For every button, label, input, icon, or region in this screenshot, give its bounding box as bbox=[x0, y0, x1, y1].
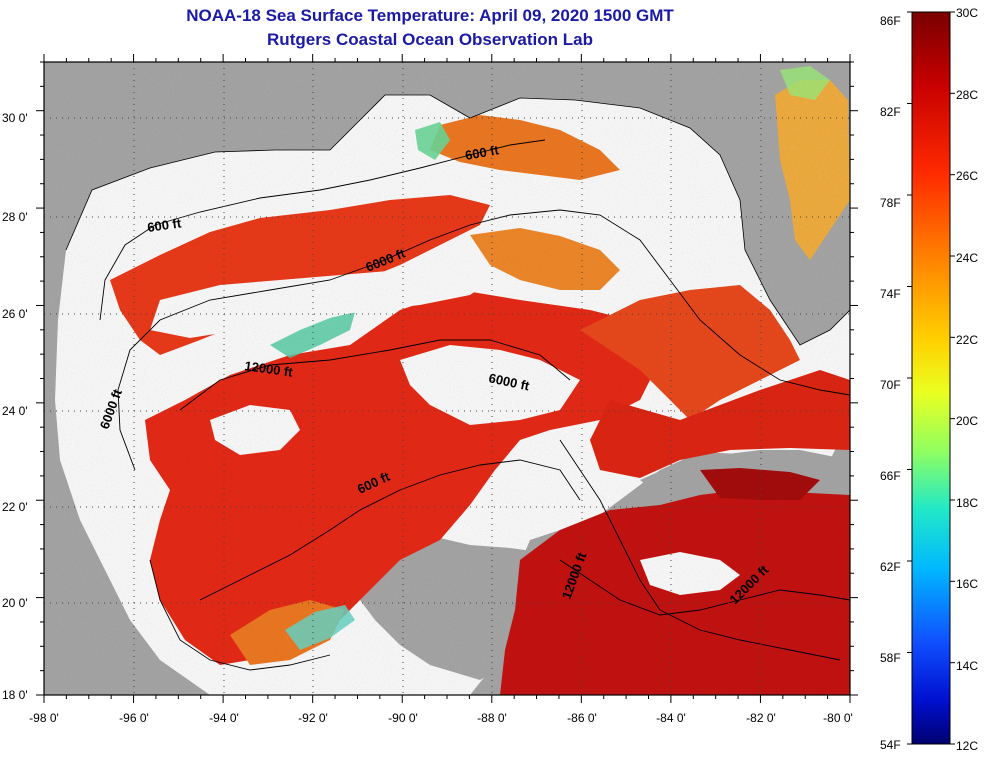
colorbar-c-label: 24C bbox=[956, 251, 978, 265]
map-area bbox=[44, 62, 850, 695]
colorbar-f-label: 74F bbox=[880, 287, 901, 301]
lon-tick-labels: -98 0' -96 0' -94 0' -92 0' -90 0' -88 0… bbox=[29, 711, 853, 725]
map-title: NOAA-18 Sea Surface Temperature: April 0… bbox=[186, 6, 674, 25]
colorbar-c-label: 18C bbox=[956, 496, 978, 510]
colorbar-c-label: 14C bbox=[956, 659, 978, 673]
colorbar-c-label: 12C bbox=[956, 739, 978, 753]
colorbar-c-label: 16C bbox=[956, 577, 978, 591]
colorbar-f-label: 78F bbox=[880, 196, 901, 210]
contour-600ft-west bbox=[99, 139, 546, 321]
lat-tick-label: 26 0' bbox=[2, 307, 28, 321]
bathymetry-contours bbox=[99, 139, 850, 671]
contour-label-600-nw: 600 ft bbox=[146, 215, 182, 235]
contour-12000ft-caribbean bbox=[559, 559, 850, 616]
lon-tick-label: -82 0' bbox=[746, 711, 776, 725]
colorbar-f-label: 58F bbox=[880, 651, 901, 665]
contour-600ft-yucatan bbox=[199, 459, 581, 601]
colorbar: 86F 82F 78F 74F 70F 66F 62F 58F 54F 30C … bbox=[880, 6, 978, 753]
lon-tick-label: -96 0' bbox=[119, 711, 149, 725]
graticule bbox=[44, 62, 850, 695]
lon-tick-label: -88 0' bbox=[477, 711, 507, 725]
lat-tick-label: 30 0' bbox=[2, 111, 28, 125]
lon-tick-label: -94 0' bbox=[209, 711, 239, 725]
lon-tick-label: -84 0' bbox=[656, 711, 686, 725]
lat-tick-label: 22 0' bbox=[2, 500, 28, 514]
colorbar-f-label: 66F bbox=[880, 469, 901, 483]
contour-label-600-n: 600 ft bbox=[464, 142, 501, 163]
frame-ticks bbox=[36, 54, 858, 703]
colorbar-c-label: 22C bbox=[956, 333, 978, 347]
colorbar-ticks bbox=[907, 11, 955, 745]
colorbar-f-label: 62F bbox=[880, 560, 901, 574]
contour-6000ft-east bbox=[559, 439, 841, 661]
lon-tick-label: -98 0' bbox=[29, 711, 59, 725]
lat-tick-labels: 18 0' 20 0' 22 0' 24 0' 26 0' 28 0' 30 0… bbox=[2, 111, 28, 702]
lat-tick-label: 28 0' bbox=[2, 210, 28, 224]
colorbar-c-label: 28C bbox=[956, 88, 978, 102]
lon-tick-label: -86 0' bbox=[567, 711, 597, 725]
colorbar-f-label: 86F bbox=[880, 14, 901, 28]
lon-tick-label: -80 0' bbox=[823, 711, 853, 725]
colorbar-c-label: 26C bbox=[956, 169, 978, 183]
colorbar-ramp bbox=[911, 11, 951, 745]
contour-campeche-shelf bbox=[149, 559, 331, 671]
colorbar-c-labels: 30C 28C 26C 24C 22C 20C 18C 16C 14C 12C bbox=[956, 6, 978, 753]
lon-tick-label: -92 0' bbox=[298, 711, 328, 725]
lat-tick-label: 24 0' bbox=[2, 404, 28, 418]
lat-tick-label: 20 0' bbox=[2, 596, 28, 610]
colorbar-c-label: 20C bbox=[956, 414, 978, 428]
map-subtitle: Rutgers Coastal Ocean Observation Lab bbox=[267, 30, 593, 49]
lon-tick-label: -90 0' bbox=[388, 711, 418, 725]
lat-tick-label: 18 0' bbox=[2, 688, 28, 702]
colorbar-f-label: 54F bbox=[880, 738, 901, 752]
contour-label-12000-w: 12000 ft bbox=[244, 358, 295, 380]
colorbar-c-label: 30C bbox=[956, 6, 978, 20]
contour-12000ft bbox=[179, 339, 571, 411]
colorbar-f-label: 70F bbox=[880, 378, 901, 392]
colorbar-f-labels: 86F 82F 78F 74F 70F 66F 62F 58F 54F bbox=[880, 14, 901, 752]
contour-6000ft-west bbox=[117, 209, 850, 471]
colorbar-f-label: 82F bbox=[880, 105, 901, 119]
coastline bbox=[65, 94, 850, 346]
texture-overlay bbox=[44, 62, 850, 695]
